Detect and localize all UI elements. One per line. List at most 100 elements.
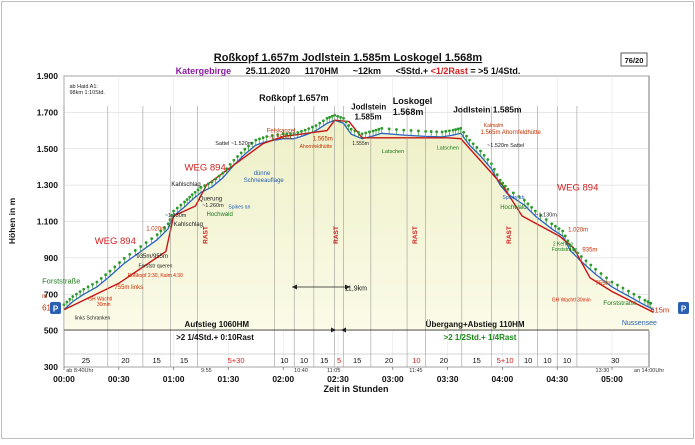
- time-mark: 10:40: [294, 368, 308, 374]
- annotation-label: Nussensee: [622, 320, 657, 327]
- tree-crown: [265, 135, 269, 138]
- segment-label: 5+10: [497, 356, 514, 365]
- region-label: Katergebirge: [176, 66, 232, 76]
- y-tick-label: 1.100: [37, 217, 59, 227]
- tree-crown: [166, 222, 170, 226]
- tree-crown: [357, 130, 360, 134]
- tree-crown: [307, 127, 311, 130]
- annotation-label: 1.020m: [146, 227, 166, 233]
- distance-label: ~12km: [353, 66, 381, 76]
- summary-up: >2 1/4Std.+ 0:10Rast: [176, 333, 254, 342]
- x-tick-label: 02:00: [272, 374, 294, 384]
- annotation-label: Kalmalm: [484, 123, 503, 129]
- tree-crown: [113, 265, 117, 269]
- tree-crown: [254, 138, 258, 142]
- annotation-label: 98km 1:10Std.: [69, 90, 105, 96]
- tree-crown: [522, 198, 526, 202]
- rast-label: RAST: [333, 226, 340, 244]
- tree-crown: [285, 132, 289, 136]
- tree-crown: [65, 300, 69, 304]
- tree-crown: [133, 249, 137, 252]
- tree-crown: [409, 129, 413, 132]
- tree-crown: [150, 237, 154, 241]
- annotation-label: Spikes an: [228, 204, 250, 210]
- annotation-label: Aufstieg 1060HM: [185, 320, 250, 329]
- tree-crown: [68, 297, 72, 301]
- tree-crown: [99, 276, 103, 280]
- annotation-label: Hochwald: [206, 212, 232, 218]
- annotation-label: Hochwald: [500, 205, 526, 211]
- annotation-label: Roßkopf 1.657m: [259, 93, 329, 103]
- tour-badge-box: [620, 52, 648, 67]
- y-tick-label: 1.300: [37, 180, 59, 190]
- segment-label: 25: [82, 356, 90, 365]
- segment-label: 10: [563, 356, 571, 365]
- annotation-label: Jodlstein: [351, 103, 386, 112]
- svg-text:P: P: [681, 305, 687, 314]
- annotation-label: ~1.130m: [165, 213, 187, 219]
- tree-crown: [276, 133, 280, 137]
- rast-markers: RAST RAST RAST RAST: [203, 226, 514, 244]
- annotation-label: 755m links: [114, 285, 143, 291]
- tree-crown: [462, 130, 466, 134]
- segment-label: 10: [412, 356, 420, 365]
- segment-label: 15: [472, 356, 480, 365]
- annotation-label: Übergang+Abstieg 110HM: [426, 320, 525, 329]
- tree-crown: [579, 255, 583, 258]
- tree-crown: [374, 128, 378, 132]
- tree-crown: [444, 129, 448, 133]
- annotation-label: 1.565m Ahornfeldhütte: [480, 130, 541, 136]
- tree-crown: [557, 227, 561, 231]
- tree-crown: [526, 202, 530, 206]
- tree-crown: [621, 286, 625, 290]
- tree-crown: [616, 283, 619, 287]
- tree-crown: [339, 115, 342, 119]
- tree-crown: [380, 126, 384, 130]
- tree-crown: [214, 177, 218, 181]
- tree-crown: [104, 273, 108, 277]
- annotation-label: ~1.520m Sattel: [487, 143, 524, 149]
- tree-crown: [183, 200, 186, 204]
- tree-crown: [349, 127, 353, 131]
- tree-crown: [589, 263, 593, 267]
- annotation-label: Jodlstein 1.585m: [453, 104, 522, 114]
- annotation-label: dünne: [254, 171, 271, 177]
- annotation-label: Spikes ab: [502, 195, 524, 201]
- hm-label: 1170HM: [305, 66, 339, 76]
- tree-crown: [475, 145, 479, 149]
- segment-label: 30: [611, 356, 619, 365]
- tree-crown: [344, 120, 348, 124]
- x-tick-label: 02:30: [327, 374, 349, 384]
- y-axis-ticks: 300 500 700 900 1.100 1.300 1.500 1.700 1.900: [37, 71, 59, 372]
- tree-crown: [188, 195, 192, 199]
- tree-crown: [258, 137, 261, 141]
- y-tick-label: 300: [44, 362, 58, 372]
- chart-title: Roßkopf 1.657m Jodlstein 1.585m Loskogel…: [214, 52, 483, 64]
- parking-marker-end: P: [678, 302, 689, 314]
- annotation-label: 1.565m: [313, 137, 333, 143]
- tree-crown: [353, 129, 357, 133]
- tree-crown: [530, 206, 534, 209]
- time-mark: 9:55: [201, 368, 212, 374]
- annotation-label: 2 Kehren: [553, 242, 574, 248]
- tree-crown: [311, 125, 314, 129]
- tree-crown: [82, 287, 86, 291]
- annotation-label: Kahlschlag: [174, 222, 203, 228]
- annotation-label: 935m/955m: [136, 254, 168, 260]
- time-label-c: = >5 1/4Std.: [470, 66, 520, 76]
- tree-crown: [91, 283, 94, 286]
- tree-crown: [465, 134, 468, 138]
- tree-crown: [533, 209, 537, 213]
- annotation-label: WEG 894: [95, 236, 136, 247]
- x-axis-label: Zeit in Stunden: [324, 384, 389, 394]
- tree-crown: [347, 124, 350, 127]
- segment-label: 10: [280, 356, 288, 365]
- tree-crown: [563, 234, 567, 238]
- tree-crown: [139, 245, 143, 248]
- tree-crown: [368, 130, 371, 134]
- tree-crown: [289, 132, 292, 136]
- tree-crown: [435, 130, 439, 134]
- annotation-label: ~1.260m: [202, 203, 224, 209]
